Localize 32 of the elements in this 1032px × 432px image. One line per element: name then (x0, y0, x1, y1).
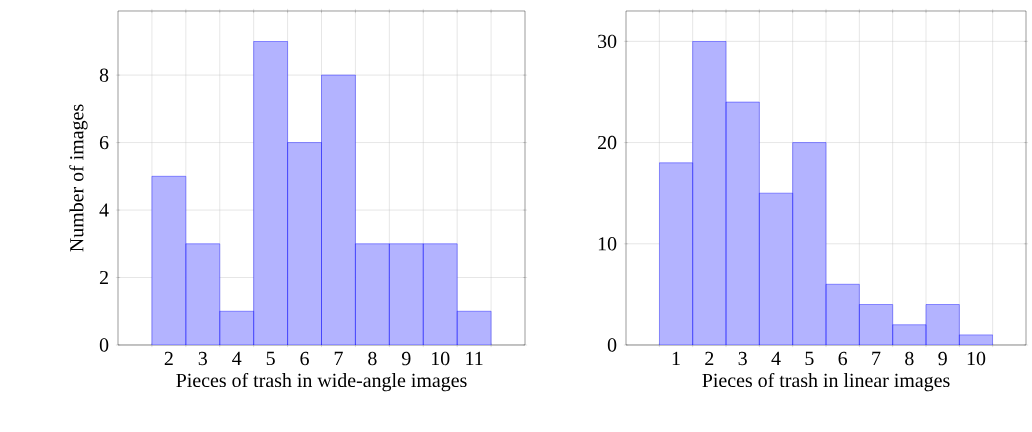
x-tick-label: 8 (905, 351, 914, 366)
y-tick-label: 10 (598, 237, 617, 251)
x-tick-label: 1 (672, 351, 680, 365)
x-tick-label: 8 (368, 351, 377, 366)
y-tick-label: 4 (99, 203, 109, 217)
x-tick-label: 7 (872, 351, 881, 365)
x-tick-label: 2 (705, 351, 714, 366)
x-tick-label: 11 (466, 351, 483, 365)
x-axis-title: Pieces of trash in wide-angle images (176, 372, 467, 392)
x-tick-label: 10 (432, 351, 450, 366)
x-tick-label: 9 (938, 351, 947, 366)
x-tick-label: 4 (771, 351, 781, 365)
x-axis-title: Pieces of trash in linear images (702, 372, 950, 392)
y-tick-label: 0 (99, 338, 109, 352)
x-tick-label: 2 (164, 351, 173, 366)
y-tick-label: 8 (99, 68, 109, 82)
x-tick-label: 6 (300, 351, 309, 366)
y-tick-label: 2 (99, 270, 108, 285)
y-tick-label: 30 (598, 34, 617, 49)
x-tick-label: 9 (401, 351, 411, 366)
x-tick-label: 7 (334, 351, 343, 365)
y-axis-title: Number of images (69, 104, 88, 252)
x-tick-label: 3 (738, 351, 747, 366)
x-tick-label: 5 (266, 351, 275, 366)
y-tick-label: 20 (597, 135, 617, 150)
x-tick-label: 4 (232, 351, 242, 365)
x-tick-label: 6 (838, 351, 848, 366)
x-tick-label: 5 (805, 351, 814, 366)
x-tick-label: 10 (967, 351, 986, 366)
y-tick-label: 0 (607, 338, 617, 352)
y-tick-label: 6 (99, 135, 109, 150)
x-tick-label: 3 (198, 351, 207, 366)
